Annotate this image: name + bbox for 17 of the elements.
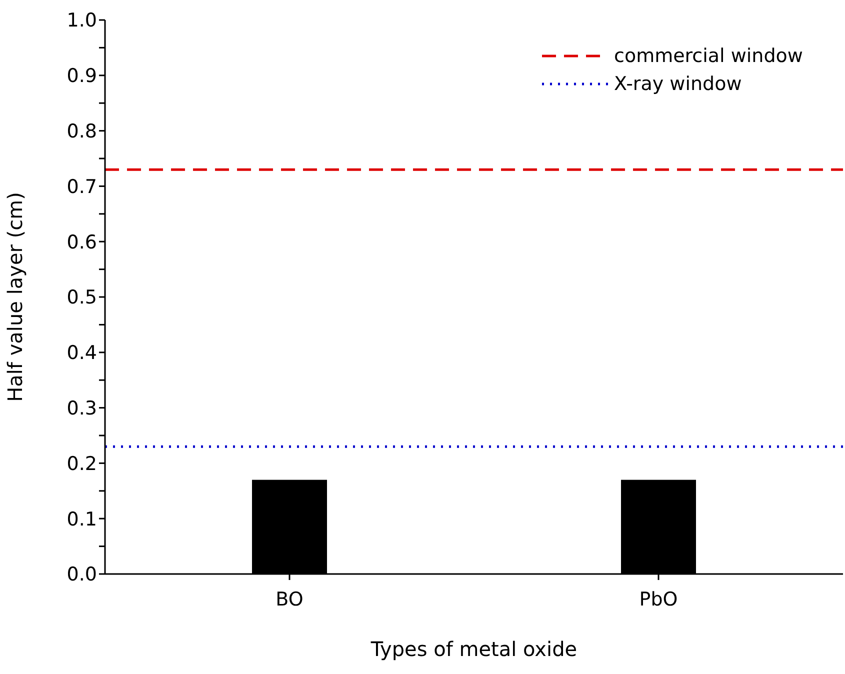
legend-label: commercial window (614, 45, 803, 67)
y-tick-label: 0.3 (66, 398, 97, 420)
legend-label: X-ray window (614, 73, 742, 95)
x-tick-label: PbO (639, 588, 678, 610)
y-tick-label: 0.6 (66, 231, 97, 254)
y-tick-label: 0.7 (66, 176, 97, 198)
y-tick-label: 0.4 (66, 342, 97, 364)
y-tick-label: 0.0 (66, 564, 97, 586)
x-tick-label: BO (276, 588, 304, 610)
y-tick-label: 1.0 (66, 10, 97, 32)
y-tick-label: 0.2 (66, 452, 97, 475)
x-axis-title: Types of metal oxide (370, 637, 578, 661)
y-axis-title: Half value layer (cm) (3, 192, 28, 402)
y-tick-label: 0.9 (66, 65, 97, 88)
y-tick-label: 0.8 (66, 120, 97, 143)
y-tick-label: 0.5 (66, 286, 97, 309)
y-tick-label: 0.1 (66, 508, 97, 530)
